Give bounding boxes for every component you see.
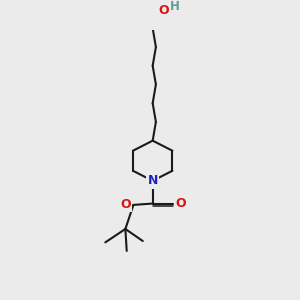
Text: O: O bbox=[175, 197, 186, 210]
Text: O: O bbox=[159, 4, 169, 17]
Text: H: H bbox=[170, 0, 180, 13]
Text: N: N bbox=[148, 174, 158, 187]
Text: O: O bbox=[121, 198, 131, 212]
